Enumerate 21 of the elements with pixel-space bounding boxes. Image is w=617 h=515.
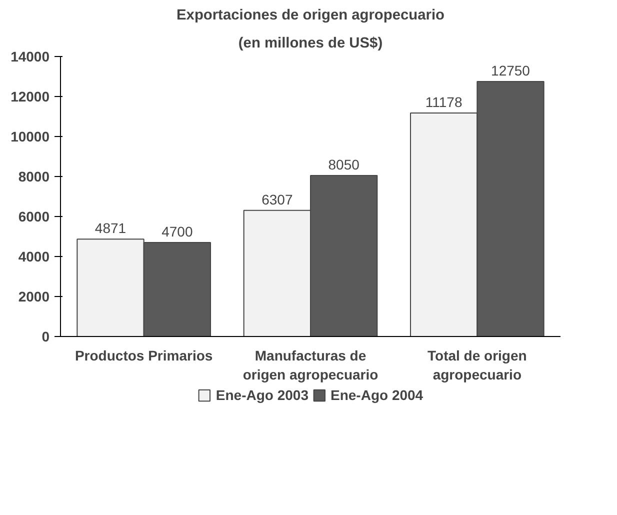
x-tick-label: Total de origen agropecuario [428,348,527,383]
data-label: 8050 [328,156,360,172]
y-tick-label: 0 [42,328,50,344]
data-label: 6307 [262,191,293,208]
legend-label: Ene-Ago 2003 [216,387,308,403]
y-tick-label: 2000 [18,288,50,304]
y-tick-label: 10000 [10,128,50,144]
data-label: 4871 [94,220,126,236]
y-tick-label: 14000 [10,48,50,64]
y-tick-label: 8000 [18,168,50,184]
y-tick-label: 4000 [18,248,50,264]
data-label: 11178 [425,94,462,110]
legend-label: Ene-Ago 2004 [330,387,424,403]
data-label: 12750 [491,62,530,78]
x-tick-label: Productos Primarios [74,348,213,364]
chart-subtitle: (en millones de US$) [238,36,383,52]
chart-title: Exportaciones de origen agropecuario [176,8,445,24]
y-tick-label: 12000 [10,88,50,104]
data-label: 4700 [162,224,193,240]
y-tick-label: 6000 [18,208,50,224]
x-tick-label: Manufacturas de origen agropecuario [242,348,378,383]
